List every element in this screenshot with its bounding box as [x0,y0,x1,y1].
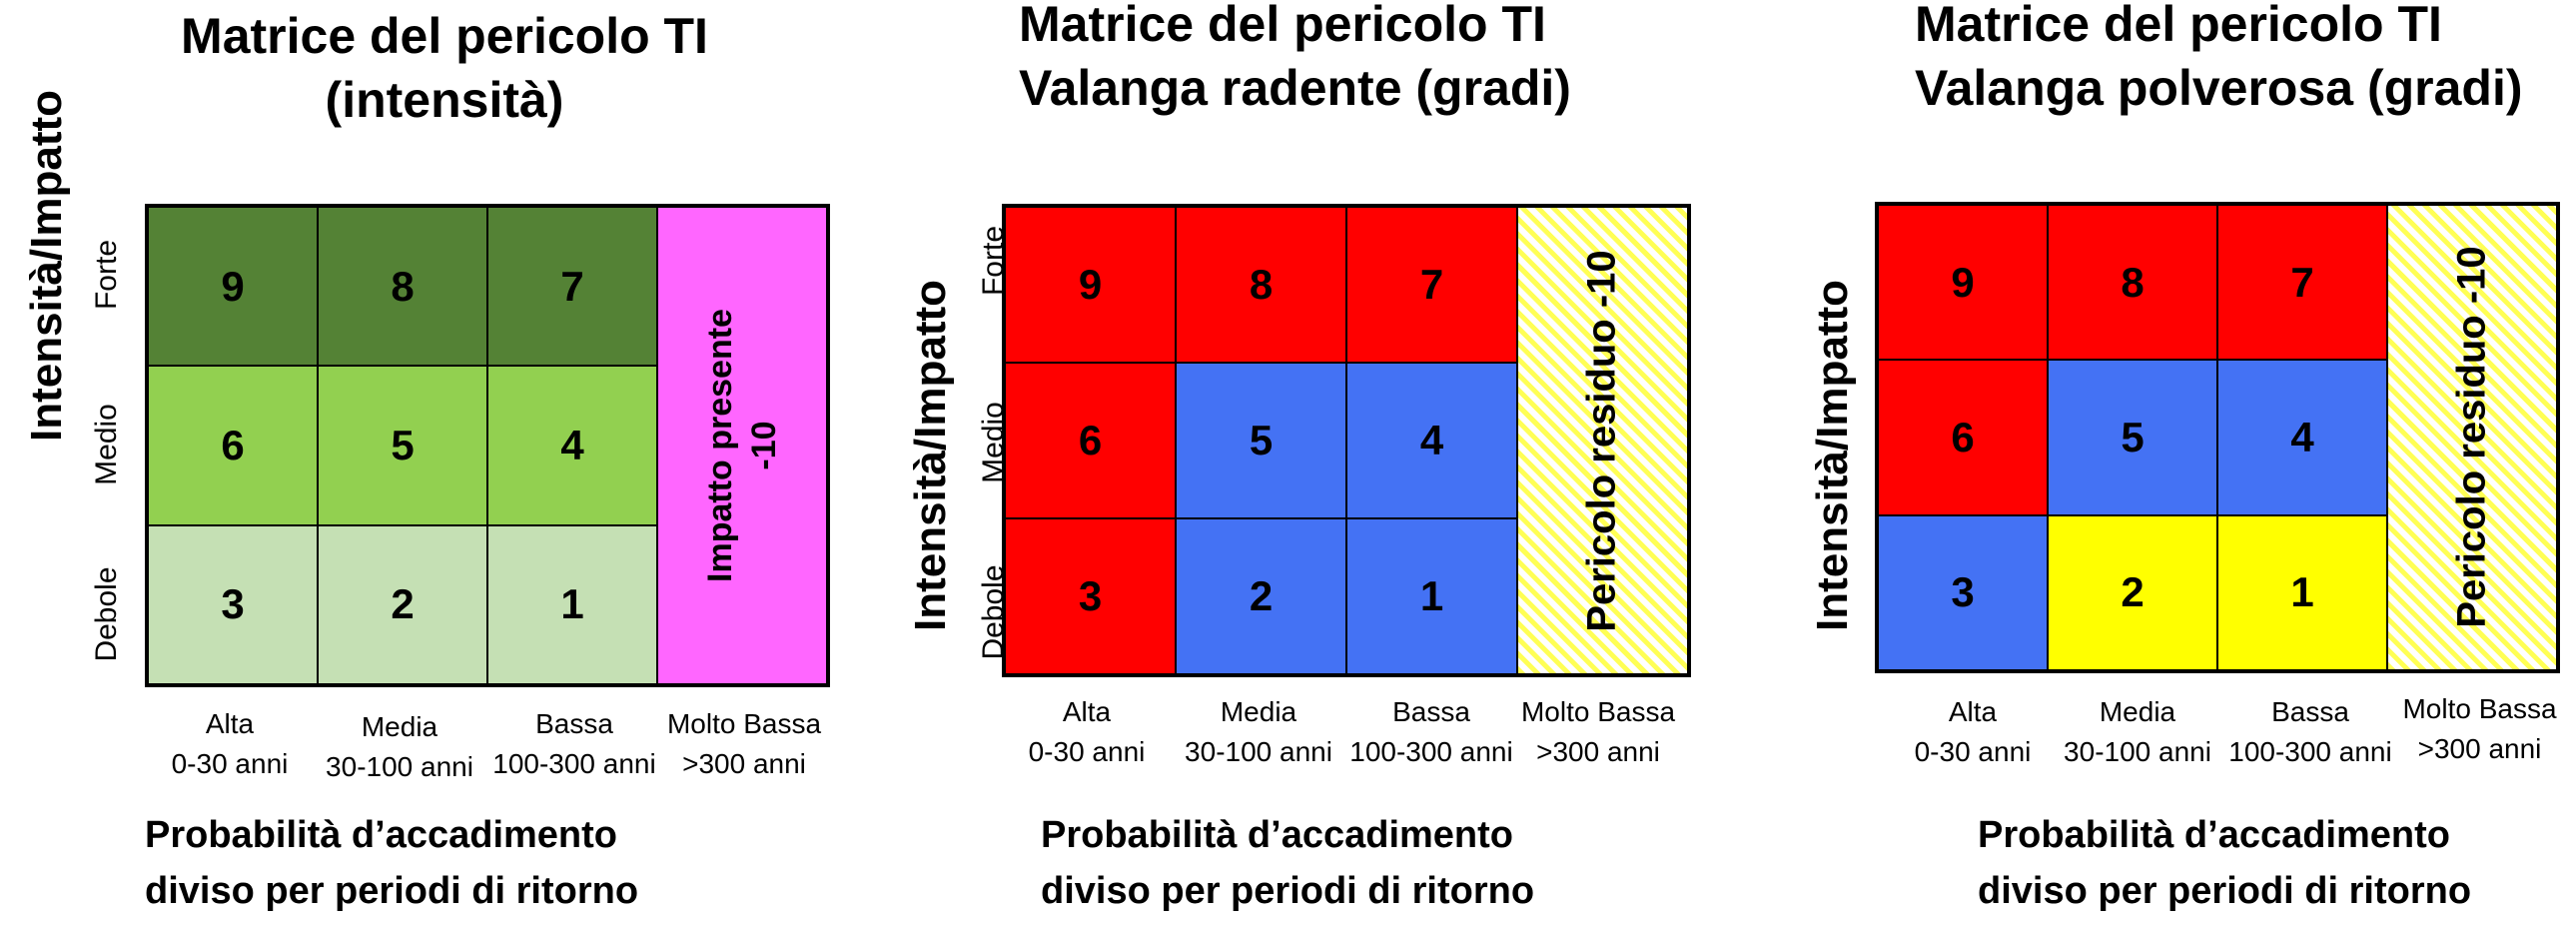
matrix-cell: 1 [487,524,657,684]
col-head-alta: Alta 0-30 anni [1028,696,1146,767]
matrix-cell: 2 [2048,514,2217,670]
x-axis-caption: Probabilità d’accadimento diviso per per… [1978,814,2472,912]
col-head-bassa: Bassa 100-300 anni [1349,696,1513,767]
matrix-panel-valanga-radente: Matrice del pericolo TI Valanga radente … [859,0,1708,930]
col-head-bassa: Bassa 100-300 anni [2228,696,2392,767]
col-head-bassa: Bassa 100-300 anni [492,708,656,779]
pericolo-residuo-column: Pericolo residuo -10 [1517,207,1688,674]
panel-title: Matrice del pericolo TI Valanga polveros… [1915,0,2523,116]
matrix-cell: 6 [1878,360,2048,515]
matrix-cell: 1 [1346,518,1517,674]
col-head-media: Media 30-100 anni [1185,696,1332,767]
risk-matrix-grid: 9 8 7 Pericolo residuo -10 6 5 4 3 2 1 [1002,204,1691,677]
x-axis-caption: Probabilità d’accadimento diviso per per… [145,814,639,912]
x-axis-caption: Probabilità d’accadimento diviso per per… [1041,814,1535,912]
risk-matrix-grid: 9 8 7 Impatto presente -10 6 5 4 3 2 1 [145,204,830,687]
risk-matrix-grid: 9 8 7 Pericolo residuo -10 6 5 4 3 2 1 [1875,202,2560,673]
col-head-media: Media 30-100 anni [326,711,473,782]
matrix-cell: 5 [318,366,487,525]
matrix-cell: 6 [148,366,318,525]
matrix-cell: 7 [2217,205,2387,361]
matrix-cell: 1 [2217,514,2387,670]
matrix-cell: 8 [2048,205,2217,361]
col-head-molto-bassa: Molto Bassa >300 anni [2402,693,2557,764]
matrix-panel-intensita: Matrice del pericolo TI (intensità) Inte… [0,0,849,930]
matrix-cell: 6 [1005,363,1176,518]
row-label-forte: Forte [90,239,123,311]
matrix-cell: 8 [1176,207,1346,363]
matrix-cell: 5 [2048,360,2217,515]
col-head-molto-bassa: Molto Bassa >300 anni [1520,696,1676,767]
matrix-panel-valanga-polverosa: Matrice del pericolo TI Valanga polveros… [1723,0,2572,930]
matrix-cell: 8 [318,207,487,367]
col-head-molto-bassa: Molto Bassa >300 anni [666,708,822,779]
col-head-alta: Alta 0-30 anni [171,708,289,779]
col-head-alta: Alta 0-30 anni [1914,696,2032,767]
panel-title: Matrice del pericolo TI Valanga radente … [1019,0,1571,116]
row-label-debole: Debole [90,566,123,662]
matrix-cell: 4 [487,366,657,525]
y-axis-label: Intensità/Impatto [1808,279,1857,632]
matrix-cell: 5 [1176,363,1346,518]
matrix-cell: 9 [148,207,318,367]
matrix-cell: 3 [148,524,318,684]
matrix-cell: 7 [1346,207,1517,363]
matrix-cell: 3 [1005,518,1176,674]
matrix-cell: 2 [1176,518,1346,674]
matrix-cell: 4 [2217,360,2387,515]
matrix-cell: 3 [1878,514,2048,670]
y-axis-label: Intensità/Impatto [906,279,955,632]
matrix-cell: 7 [487,207,657,367]
matrix-cell: 9 [1878,205,2048,361]
matrix-cell: 9 [1005,207,1176,363]
impatto-presente-column: Impatto presente -10 [657,207,827,684]
matrix-cell: 4 [1346,363,1517,518]
panel-title: Matrice del pericolo TI (intensità) [181,8,708,128]
pericolo-residuo-column: Pericolo residuo -10 [2387,205,2557,670]
row-label-medio: Medio [90,404,123,485]
matrix-cell: 2 [318,524,487,684]
y-axis-label: Intensità/Impatto [22,89,71,443]
col-head-media: Media 30-100 anni [2064,696,2211,767]
